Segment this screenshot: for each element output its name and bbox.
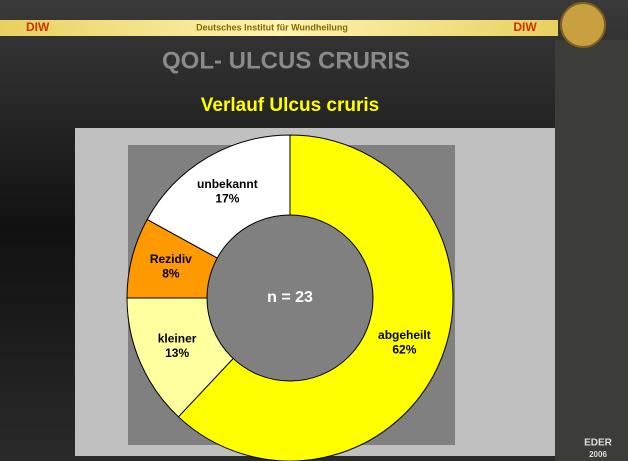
slice-label: unbekannt 17% (197, 177, 258, 205)
side-texture (555, 40, 628, 461)
header-center: Deutsches Institut für Wundheilung (196, 22, 348, 32)
slice-label: Rezidiv 8% (150, 252, 192, 280)
center-label: n = 23 (267, 289, 313, 306)
chart-title: Verlauf Ulcus cruris (201, 95, 379, 116)
slice-value: 13% (165, 346, 189, 360)
slice-value: 17% (215, 192, 239, 206)
header-bar (0, 20, 558, 36)
footer-line1: EDER (584, 438, 613, 449)
slice-value: 62% (392, 343, 416, 357)
slice-category: unbekannt (197, 177, 258, 191)
footer-line2: 2006 (589, 450, 607, 459)
slice-value: 8% (162, 267, 180, 281)
slice-label: kleiner 13% (158, 332, 197, 360)
header-left: DIW (26, 20, 50, 34)
slice-category: Rezidiv (150, 252, 192, 266)
slice-label: abgeheilt 62% (378, 328, 431, 356)
slide-title: QOL- ULCUS CRURIS (162, 47, 410, 74)
donut: abgeheilt 62% kleiner 13% Rezidiv 8% unbekannt… (126, 134, 454, 461)
header-right: DIW (513, 20, 537, 34)
slice-category: kleiner (158, 332, 197, 346)
slice-category: abgeheilt (378, 328, 431, 342)
logo (560, 2, 606, 48)
donut-hole (206, 214, 374, 382)
